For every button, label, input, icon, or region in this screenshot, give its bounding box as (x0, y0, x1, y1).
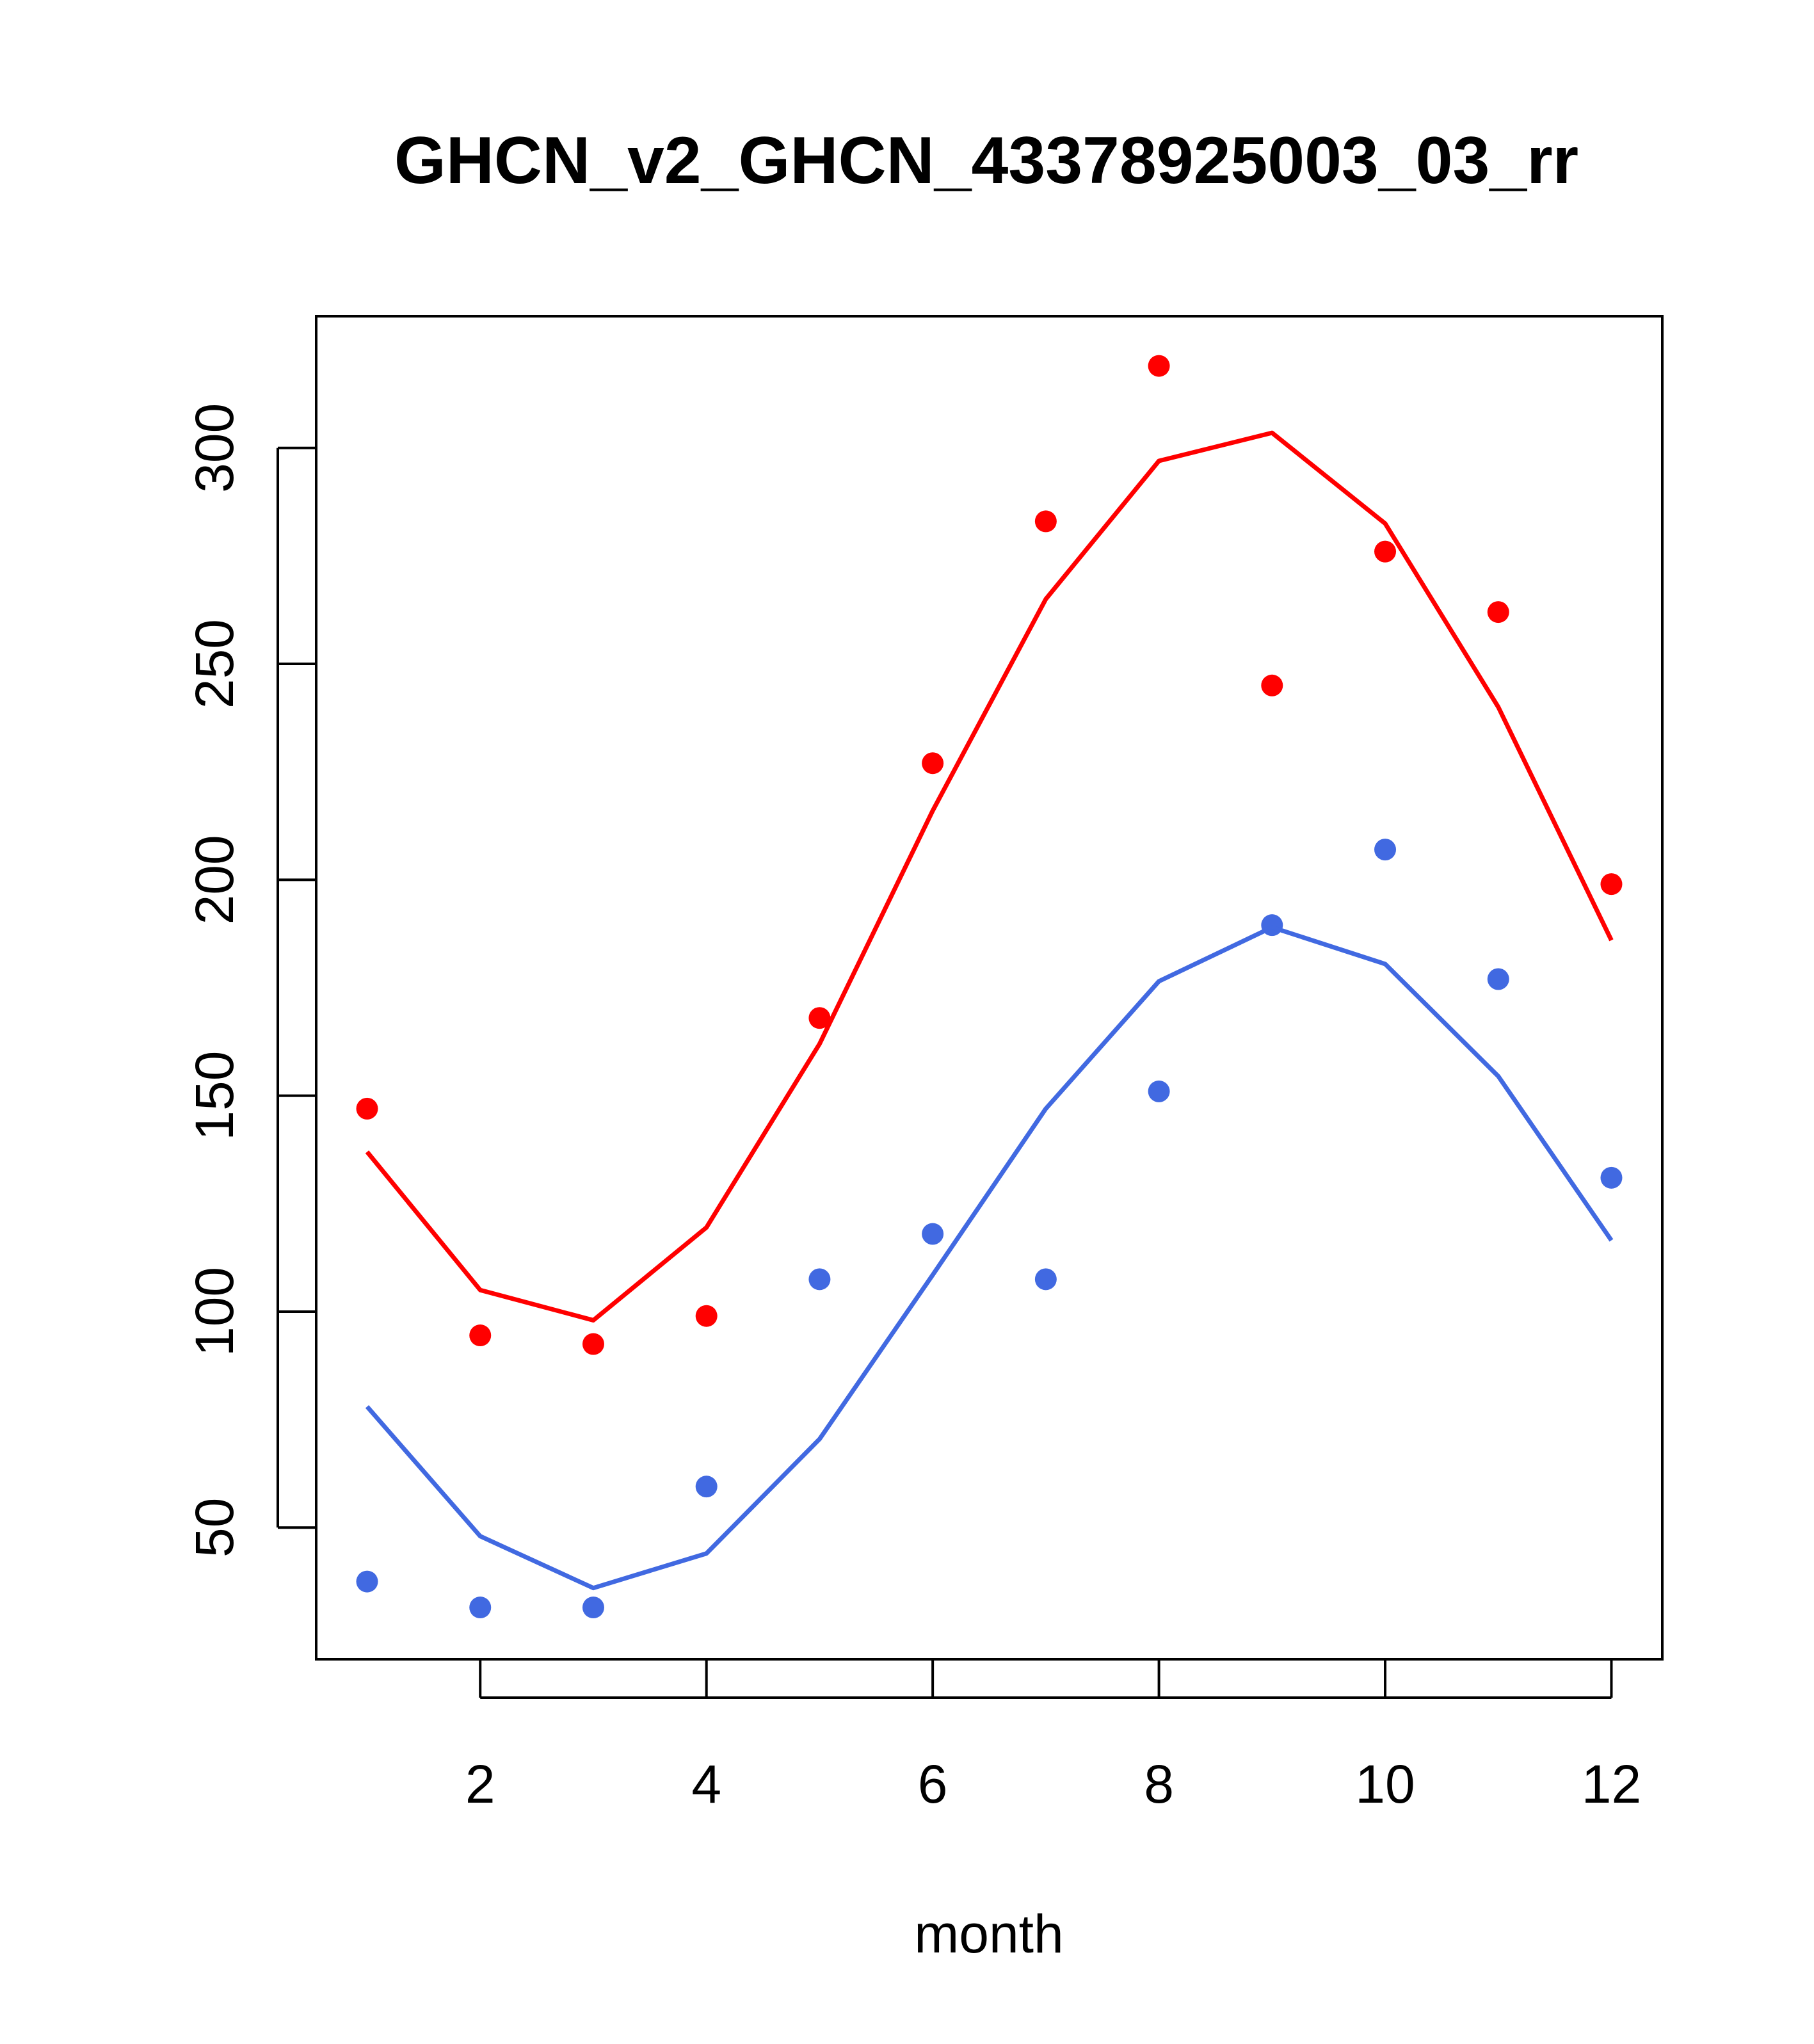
x-axis-label: month (914, 1904, 1063, 1964)
red-data-point (695, 1305, 718, 1327)
red-data-point (1261, 674, 1283, 696)
y-axis: 50 100 150 200 250 300 (184, 403, 316, 1557)
blue-data-point (1374, 839, 1397, 861)
blue-data-point (356, 1570, 378, 1593)
red-data-point (808, 1007, 831, 1029)
red-data-point (1600, 873, 1623, 896)
blue-data-point (469, 1597, 492, 1619)
y-tick-label: 150 (184, 1051, 245, 1141)
red-series-line (365, 430, 1614, 1323)
x-tick-label: 2 (465, 1754, 495, 1814)
red-data-point (356, 1097, 378, 1120)
y-tick-label: 50 (184, 1498, 245, 1557)
red-data-point (1487, 601, 1509, 624)
blue-data-point (582, 1597, 604, 1619)
y-tick-label: 250 (184, 619, 245, 709)
red-data-point (1148, 355, 1170, 377)
series-layer (356, 355, 1623, 1619)
red-data-point (1034, 510, 1057, 533)
red-data-point (582, 1333, 604, 1355)
x-tick-label: 10 (1355, 1754, 1415, 1814)
blue-data-point (922, 1223, 944, 1245)
y-tick-label: 300 (184, 403, 245, 493)
blue-data-point (1034, 1268, 1057, 1291)
plot-frame (315, 315, 1664, 1661)
blue-data-point (695, 1476, 718, 1498)
y-tick-label: 200 (184, 835, 245, 924)
x-tick-label: 4 (691, 1754, 721, 1814)
x-axis: 2 4 6 8 10 12 (465, 1659, 1641, 1814)
red-data-point (469, 1324, 492, 1347)
blue-data-point (1487, 968, 1509, 990)
x-tick-label: 12 (1582, 1754, 1641, 1814)
red-data-point (1374, 540, 1397, 563)
blue-data-point (1148, 1080, 1170, 1102)
x-tick-label: 6 (918, 1754, 948, 1814)
blue-data-point (808, 1268, 831, 1291)
chart-title: GHCN_v2_GHCN_43378925003_03_rr (394, 124, 1578, 198)
y-tick-label: 100 (184, 1267, 245, 1356)
blue-series-line (365, 925, 1614, 1591)
blue-data-point (1600, 1166, 1623, 1189)
x-tick-label: 8 (1144, 1754, 1174, 1814)
red-data-point (922, 752, 944, 775)
